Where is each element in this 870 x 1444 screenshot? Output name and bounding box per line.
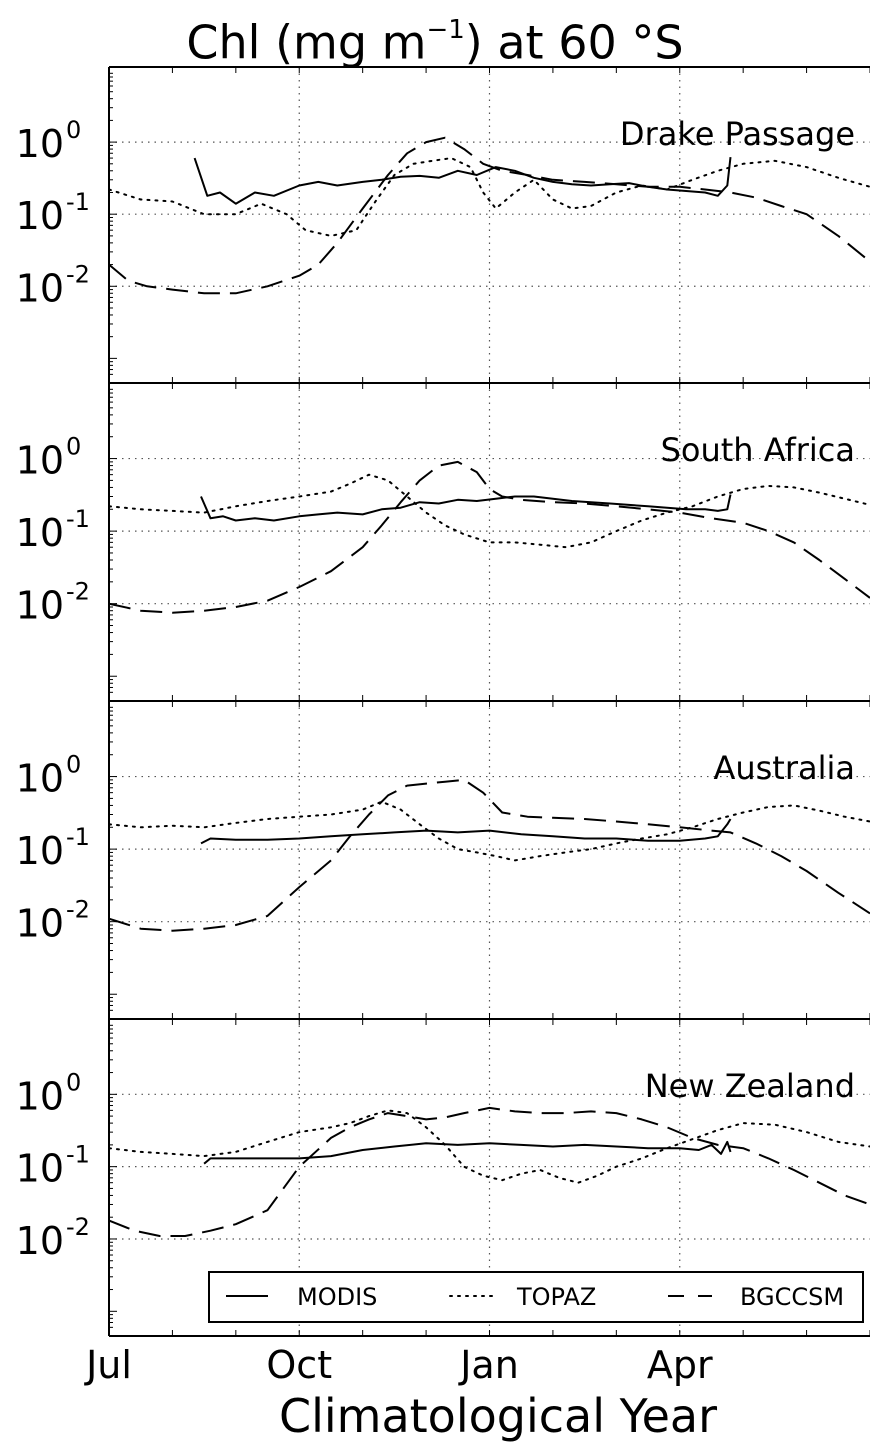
legend-label-topaz: TOPAZ	[516, 1283, 596, 1311]
ytick-label: 10	[16, 1219, 64, 1263]
ytick-label-exponent: 0	[66, 751, 81, 779]
figure-title-suffix: ) at 60 °S	[464, 15, 684, 70]
series-line-topaz	[109, 1109, 870, 1184]
ytick-label-exponent: -2	[66, 578, 90, 606]
series-line-modis	[200, 818, 732, 845]
ytick-label: 10	[16, 757, 64, 801]
ytick-label-exponent: -1	[66, 823, 90, 851]
series-line-bgccsm	[109, 460, 870, 614]
ytick-label-exponent: 0	[66, 116, 81, 144]
ytick-label: 10	[16, 584, 64, 628]
figure-title-prefix: Chl (mg m	[186, 15, 427, 70]
xtick-label: Oct	[266, 1343, 332, 1387]
series-line-bgccsm	[109, 778, 870, 932]
ytick-label-exponent: -2	[66, 1213, 90, 1241]
series-line-topaz	[109, 157, 870, 237]
xtick-label: Jan	[458, 1343, 519, 1387]
x-axis-label: Climatological Year	[279, 1389, 717, 1443]
series-line-bgccsm	[109, 136, 870, 295]
ytick-label: 10	[16, 1074, 64, 1118]
ytick-label-exponent: -1	[66, 188, 90, 216]
ytick-label: 10	[16, 266, 64, 310]
series-line-modis	[193, 156, 732, 205]
ytick-label: 10	[16, 439, 64, 483]
ytick-label: 10	[16, 829, 64, 873]
ytick-label-exponent: -2	[66, 260, 90, 288]
ytick-label-exponent: -2	[66, 896, 90, 924]
xtick-label: Apr	[647, 1343, 713, 1387]
figure-title-exponent: −1	[426, 15, 465, 45]
series-line-modis	[203, 1140, 732, 1165]
ytick-label: 10	[16, 1147, 64, 1191]
figure-title: Chl (mg m−1) at 60 °S	[0, 4, 870, 72]
ytick-label: 10	[16, 122, 64, 166]
panel-title: New Zealand	[645, 1067, 855, 1105]
series-line-modis	[200, 494, 732, 522]
ytick-label-exponent: -1	[66, 1141, 90, 1169]
panel-title: South Africa	[661, 431, 855, 469]
legend-label-modis: MODIS	[297, 1283, 377, 1311]
legend: MODIS TOPAZ BGCCSM	[208, 1271, 864, 1323]
series-line-topaz	[109, 473, 870, 549]
panel-title: Drake Passage	[620, 115, 855, 153]
ytick-label-exponent: 0	[66, 1068, 81, 1096]
legend-box	[208, 1271, 864, 1323]
xtick-label: Jul	[84, 1343, 132, 1387]
ytick-label-exponent: 0	[66, 433, 81, 461]
series-line-bgccsm	[109, 1106, 870, 1237]
ytick-label: 10	[16, 902, 64, 946]
legend-label-bgccsm: BGCCSM	[740, 1283, 844, 1311]
ytick-label: 10	[16, 194, 64, 238]
panel-title: Australia	[713, 749, 855, 787]
ytick-label: 10	[16, 511, 64, 555]
series-line-topaz	[109, 800, 870, 862]
ytick-label-exponent: -1	[66, 505, 90, 533]
